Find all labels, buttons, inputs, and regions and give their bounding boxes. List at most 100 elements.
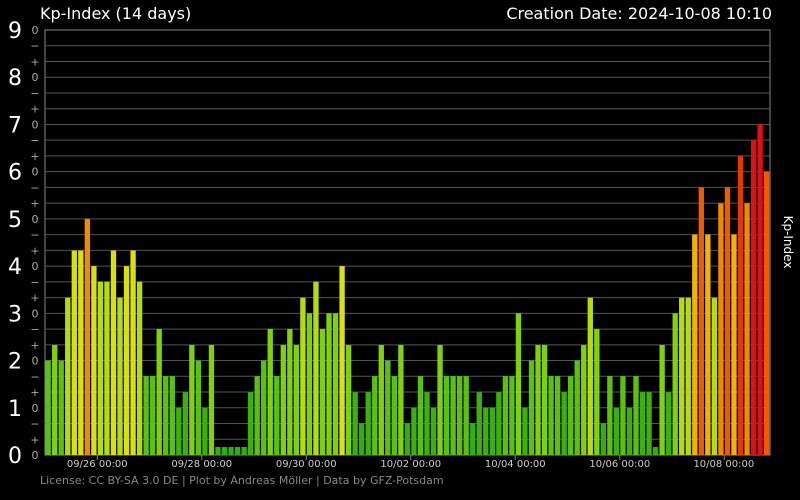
- kp-bar: [300, 297, 306, 455]
- kp-bar: [404, 423, 411, 455]
- kp-bar: [221, 446, 228, 455]
- y-minor-mark: +: [30, 244, 39, 257]
- kp-bar: [391, 376, 398, 455]
- kp-bar: [750, 140, 757, 455]
- kp-bar: [215, 446, 221, 455]
- kp-bar: [502, 376, 509, 455]
- kp-bar: [280, 344, 286, 455]
- kp-bar: [411, 407, 417, 455]
- kp-bar: [443, 376, 450, 455]
- kp-bar: [71, 250, 77, 455]
- kp-bar: [574, 360, 580, 455]
- footer-credits: License: CC BY-SA 3.0 DE | Plot by Andre…: [40, 474, 444, 487]
- y-minor-mark: +: [30, 433, 39, 446]
- kp-bar: [182, 392, 188, 455]
- kp-bar: [718, 203, 724, 455]
- kp-bar: [136, 281, 143, 455]
- kp-bar: [600, 423, 607, 455]
- kp-bar: [58, 360, 64, 455]
- kp-bar: [287, 328, 293, 455]
- kp-bar: [163, 376, 169, 455]
- kp-bar: [385, 360, 391, 455]
- kp-bar: [456, 376, 463, 455]
- kp-bar: [685, 297, 691, 455]
- kp-bar: [293, 344, 300, 455]
- y-minor-mark: 0: [32, 166, 39, 179]
- kp-bar: [652, 446, 659, 455]
- x-tick-label: 09/28 00:00: [171, 459, 232, 470]
- kp-bar: [737, 156, 744, 456]
- chart-title: Kp-Index (14 days): [40, 4, 192, 23]
- kp-bar: [274, 376, 280, 455]
- kp-bar: [744, 203, 750, 455]
- kp-bar: [156, 328, 162, 455]
- kp-bar: [202, 407, 208, 455]
- y-minor-mark: 0: [32, 71, 39, 84]
- y-minor-mark: +: [30, 55, 39, 68]
- kp-bar: [639, 392, 646, 455]
- kp-bar: [568, 376, 574, 455]
- kp-bar: [313, 281, 319, 455]
- kp-bar: [176, 407, 182, 455]
- y-minor-mark: −: [30, 134, 39, 147]
- kp-bar: [489, 407, 495, 455]
- kp-bar: [698, 187, 704, 455]
- y-tick-label: 6: [8, 161, 22, 186]
- kp-bar: [679, 297, 685, 455]
- y-minor-mark: 0: [32, 449, 39, 462]
- kp-bar: [110, 250, 117, 455]
- kp-bar: [548, 376, 554, 455]
- x-tick-label: 10/02 00:00: [380, 459, 441, 470]
- y-minor-mark: 0: [32, 24, 39, 37]
- x-tick-label: 10/06 00:00: [589, 459, 650, 470]
- kp-bar: [561, 392, 567, 455]
- kp-bar: [104, 281, 110, 455]
- kp-bar: [345, 344, 352, 455]
- kp-bar: [150, 376, 156, 455]
- y-tick-label: 7: [8, 113, 22, 138]
- kp-bar: [378, 344, 384, 455]
- kp-bar: [91, 266, 97, 455]
- kp-bar: [437, 344, 443, 455]
- kp-bar: [476, 392, 482, 455]
- kp-bar: [626, 407, 633, 455]
- kp-bar: [359, 423, 365, 455]
- kp-bar: [326, 313, 332, 455]
- kp-bar: [509, 376, 515, 455]
- kp-bar: [189, 344, 195, 455]
- kp-bar: [724, 187, 731, 455]
- kp-bar: [731, 234, 737, 455]
- kp-bar: [646, 392, 652, 455]
- kp-bar: [195, 360, 202, 455]
- y-minor-mark: 0: [32, 307, 39, 320]
- y-minor-mark: −: [30, 229, 39, 242]
- kp-bar: [417, 376, 424, 455]
- kp-bar: [607, 376, 613, 455]
- kp-bar: [247, 392, 254, 455]
- kp-bar: [234, 446, 241, 455]
- kp-bar: [84, 218, 91, 455]
- y-minor-mark: 0: [32, 402, 39, 415]
- y-minor-mark: +: [30, 386, 39, 399]
- kp-bar: [352, 392, 358, 455]
- kp-bar: [97, 281, 104, 455]
- kp-bar: [705, 234, 711, 455]
- y-minor-mark: −: [30, 276, 39, 289]
- kp-bar: [424, 392, 430, 455]
- y-minor-mark: +: [30, 150, 39, 163]
- kp-bar: [78, 250, 84, 455]
- kp-bar: [535, 344, 541, 455]
- kp-bar: [692, 234, 698, 455]
- y-minor-mark: −: [30, 87, 39, 100]
- y-minor-mark: 0: [32, 260, 39, 273]
- x-tick-label: 09/26 00:00: [67, 459, 128, 470]
- kp-bar: [65, 297, 71, 455]
- kp-bar: [241, 446, 247, 455]
- kp-bar: [117, 297, 123, 455]
- y-minor-mark: +: [30, 339, 39, 352]
- kp-bar: [123, 266, 130, 455]
- x-tick-label: 10/08 00:00: [693, 459, 754, 470]
- kp-bar: [319, 328, 326, 455]
- kp-bar: [633, 376, 639, 455]
